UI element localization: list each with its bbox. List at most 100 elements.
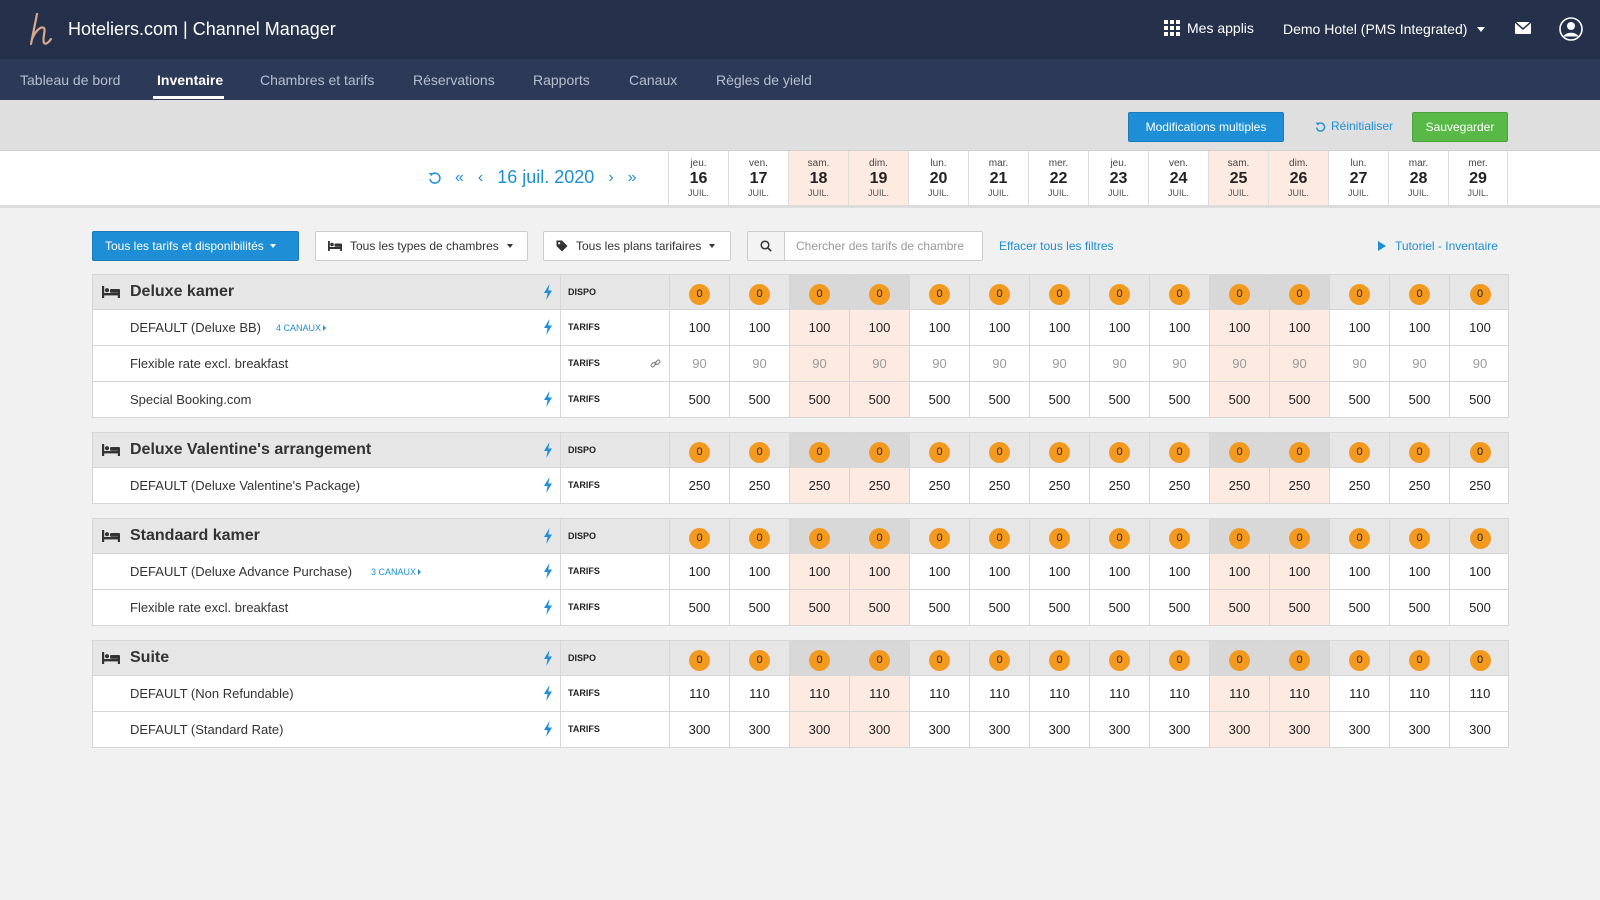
day-column-header[interactable]: sam. 18 JUIL. xyxy=(788,151,848,205)
rate-cell[interactable]: 100 xyxy=(1330,310,1390,345)
rate-cell[interactable]: 100 xyxy=(1090,310,1150,345)
rate-cell[interactable]: 100 xyxy=(1090,554,1150,589)
room-title[interactable]: Suite xyxy=(130,649,170,666)
rate-cell[interactable]: 500 xyxy=(910,382,970,417)
rate-cell[interactable]: 100 xyxy=(910,310,970,345)
availability-cell[interactable]: 0 xyxy=(970,641,1030,676)
rate-cell[interactable]: 300 xyxy=(1469,722,1491,737)
rate-name[interactable]: Flexible rate excl. breakfast xyxy=(130,600,289,615)
rate-cell[interactable]: 500 xyxy=(1210,590,1270,625)
availability-cell[interactable]: 0 xyxy=(1030,641,1090,676)
rate-cell[interactable]: 100 xyxy=(790,310,850,345)
rate-cell[interactable]: 500 xyxy=(1330,382,1390,417)
rate-cell[interactable]: 90 xyxy=(1030,346,1090,381)
rate-plans-filter[interactable]: Tous les plans tarifaires xyxy=(543,231,731,261)
rate-cell[interactable]: 90 xyxy=(1090,346,1150,381)
availability-cell[interactable]: 0 xyxy=(1390,433,1450,468)
rate-name[interactable]: DEFAULT (Deluxe Advance Purchase) xyxy=(130,564,353,579)
availability-cell[interactable]: 0 xyxy=(1150,519,1210,554)
availability-cell[interactable]: 0 xyxy=(1390,519,1450,554)
availability-cell[interactable]: 0 xyxy=(910,641,970,676)
rate-cell[interactable]: 110 xyxy=(1090,676,1150,711)
availability-cell[interactable]: 0 xyxy=(850,519,910,554)
availability-cell[interactable]: 0 xyxy=(1030,275,1090,310)
rate-cell[interactable]: 100 xyxy=(1030,554,1090,589)
rate-cell[interactable]: 110 xyxy=(970,676,1030,711)
tab-reports[interactable]: Rapports xyxy=(533,72,590,88)
availability-cell[interactable]: 0 xyxy=(1270,641,1330,676)
rate-cell[interactable]: 300 xyxy=(790,712,850,747)
rate-cell[interactable]: 100 xyxy=(850,554,910,589)
rate-cell[interactable]: 250 xyxy=(1390,468,1450,503)
availability-cell[interactable]: 0 xyxy=(1030,519,1090,554)
rate-cell[interactable]: 110 xyxy=(670,676,730,711)
rate-cell[interactable]: 100 xyxy=(1030,310,1090,345)
availability-cell[interactable]: 0 xyxy=(1150,641,1210,676)
rate-cell[interactable]: 90 xyxy=(790,346,850,381)
rate-cell[interactable]: 250 xyxy=(1090,468,1150,503)
rate-cell[interactable]: 90 xyxy=(910,346,970,381)
rate-cell[interactable]: 500 xyxy=(850,382,910,417)
availability-cell[interactable]: 0 xyxy=(1450,641,1510,676)
lightning-icon[interactable] xyxy=(543,563,553,579)
availability-cell[interactable]: 0 xyxy=(1270,275,1330,310)
room-title[interactable]: Deluxe Valentine's arrangement xyxy=(130,441,372,458)
rate-cell[interactable]: 100 xyxy=(790,554,850,589)
rate-cell[interactable]: 90 xyxy=(1472,356,1488,371)
availability-cell[interactable]: 0 xyxy=(850,641,910,676)
reset-button[interactable]: Réinitialiser xyxy=(1315,119,1393,133)
rate-cell[interactable]: 100 xyxy=(1210,310,1270,345)
availability-cell[interactable]: 0 xyxy=(1210,275,1270,310)
rate-cell[interactable]: 500 xyxy=(1330,590,1390,625)
rate-cell[interactable]: 250 xyxy=(670,468,730,503)
availability-cell[interactable]: 0 xyxy=(1450,433,1510,468)
rate-cell[interactable]: 90 xyxy=(1330,346,1390,381)
rate-cell[interactable]: 500 xyxy=(1030,382,1090,417)
availability-cell[interactable]: 0 xyxy=(730,519,790,554)
rate-cell[interactable]: 500 xyxy=(1090,382,1150,417)
rate-cell[interactable]: 100 xyxy=(1150,554,1210,589)
availability-cell[interactable]: 0 xyxy=(970,519,1030,554)
tab-inventory[interactable]: Inventaire xyxy=(157,72,224,88)
availability-cell[interactable]: 0 xyxy=(850,433,910,468)
tab-channels[interactable]: Canaux xyxy=(629,72,678,88)
rate-cell[interactable]: 250 xyxy=(1330,468,1390,503)
rate-cell[interactable]: 250 xyxy=(730,468,790,503)
rate-cell[interactable]: 100 xyxy=(730,554,790,589)
rate-cell[interactable]: 90 xyxy=(1270,346,1330,381)
rate-cell[interactable]: 500 xyxy=(850,590,910,625)
double-chevron-right-icon[interactable]: » xyxy=(627,168,637,186)
availability-cell[interactable]: 0 xyxy=(790,641,850,676)
rate-cell[interactable]: 500 xyxy=(1469,600,1491,615)
rate-name[interactable]: Flexible rate excl. breakfast xyxy=(130,356,289,371)
availability-cell[interactable]: 0 xyxy=(1090,641,1150,676)
rate-cell[interactable]: 500 xyxy=(1390,382,1450,417)
room-title[interactable]: Deluxe kamer xyxy=(130,283,235,300)
rate-cell[interactable]: 250 xyxy=(1270,468,1330,503)
rate-cell[interactable]: 500 xyxy=(1270,590,1330,625)
rate-cell[interactable]: 300 xyxy=(910,712,970,747)
rate-cell[interactable]: 500 xyxy=(670,590,730,625)
rate-cell[interactable]: 250 xyxy=(1469,478,1491,493)
rate-cell[interactable]: 500 xyxy=(670,382,730,417)
rate-cell[interactable]: 110 xyxy=(1030,676,1090,711)
availability-cell[interactable]: 0 xyxy=(1090,275,1150,310)
lightning-icon[interactable] xyxy=(543,391,553,407)
envelope-icon[interactable] xyxy=(1515,22,1531,34)
rate-cell[interactable]: 110 xyxy=(730,676,790,711)
rate-cell[interactable]: 250 xyxy=(1150,468,1210,503)
search-input[interactable] xyxy=(785,232,982,260)
rate-cell[interactable]: 100 xyxy=(670,554,730,589)
rate-cell[interactable]: 500 xyxy=(730,590,790,625)
lightning-icon[interactable] xyxy=(543,685,553,701)
rate-cell[interactable]: 100 xyxy=(970,554,1030,589)
rate-cell[interactable]: 90 xyxy=(730,346,790,381)
chevron-right-icon[interactable]: › xyxy=(608,168,614,186)
rate-cell[interactable]: 300 xyxy=(1270,712,1330,747)
day-column-header[interactable]: lun. 27 JUIL. xyxy=(1328,151,1388,205)
rate-cell[interactable]: 300 xyxy=(730,712,790,747)
availability-cell[interactable]: 0 xyxy=(970,433,1030,468)
availability-cell[interactable]: 0 xyxy=(1270,519,1330,554)
rate-cell[interactable]: 100 xyxy=(910,554,970,589)
rate-cell[interactable]: 100 xyxy=(1210,554,1270,589)
